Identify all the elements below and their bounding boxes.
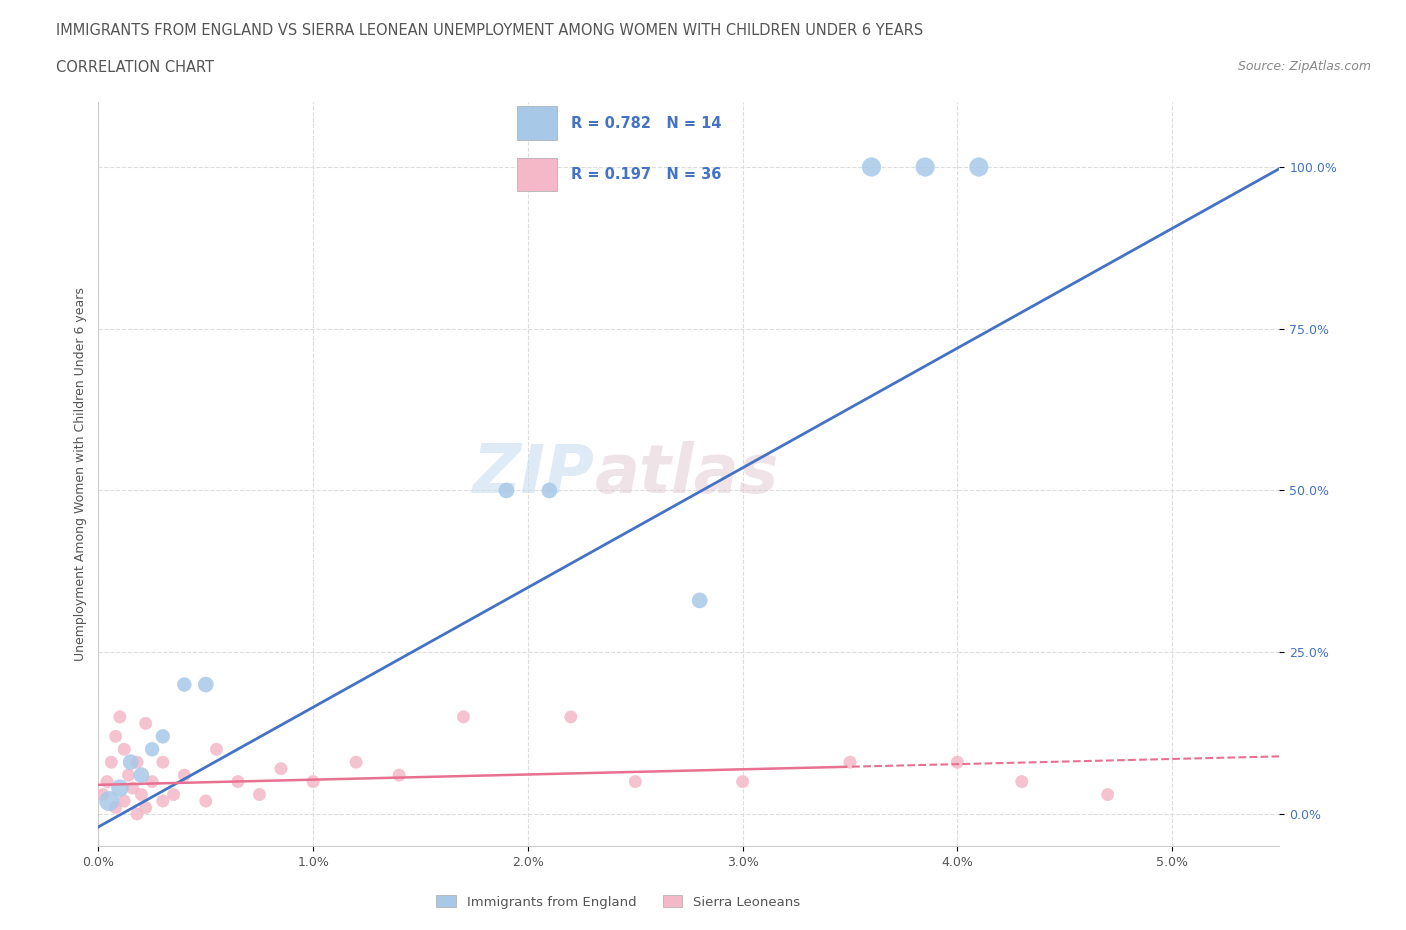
Text: ZIP: ZIP xyxy=(472,442,595,507)
Point xyxy=(96,774,118,789)
Point xyxy=(98,793,121,808)
Point xyxy=(117,767,139,782)
Y-axis label: Unemployment Among Women with Children Under 6 years: Unemployment Among Women with Children U… xyxy=(75,287,87,661)
Point xyxy=(226,774,249,789)
Point xyxy=(152,729,174,744)
Point xyxy=(121,780,143,795)
Point xyxy=(731,774,754,789)
FancyBboxPatch shape xyxy=(517,106,557,140)
Point xyxy=(270,762,292,777)
Point xyxy=(112,793,135,808)
Point xyxy=(1097,787,1119,802)
Point xyxy=(108,780,131,795)
Point xyxy=(162,787,184,802)
Text: Source: ZipAtlas.com: Source: ZipAtlas.com xyxy=(1237,60,1371,73)
Text: R = 0.197   N = 36: R = 0.197 N = 36 xyxy=(571,167,721,182)
Point xyxy=(495,483,517,498)
Point xyxy=(152,793,174,808)
Point xyxy=(152,755,174,770)
Point xyxy=(388,767,411,782)
Text: IMMIGRANTS FROM ENGLAND VS SIERRA LEONEAN UNEMPLOYMENT AMONG WOMEN WITH CHILDREN: IMMIGRANTS FROM ENGLAND VS SIERRA LEONEA… xyxy=(56,23,924,38)
Point xyxy=(914,160,936,175)
Point xyxy=(125,806,148,821)
Point xyxy=(131,767,153,782)
Point xyxy=(108,710,131,724)
Text: R = 0.782   N = 14: R = 0.782 N = 14 xyxy=(571,115,721,130)
Point xyxy=(141,774,163,789)
Point xyxy=(302,774,325,789)
Text: CORRELATION CHART: CORRELATION CHART xyxy=(56,60,214,75)
Point xyxy=(100,755,122,770)
Point xyxy=(135,800,157,815)
Point xyxy=(1011,774,1033,789)
FancyBboxPatch shape xyxy=(517,158,557,192)
Point xyxy=(112,742,135,757)
Point xyxy=(104,800,127,815)
Point xyxy=(194,677,217,692)
Point xyxy=(538,483,561,498)
Point xyxy=(453,710,475,724)
Point xyxy=(967,160,990,175)
Point xyxy=(344,755,367,770)
Legend: Immigrants from England, Sierra Leoneans: Immigrants from England, Sierra Leoneans xyxy=(430,890,806,914)
Point xyxy=(131,787,153,802)
Point xyxy=(104,729,127,744)
Point xyxy=(173,767,195,782)
Point xyxy=(205,742,228,757)
Point xyxy=(839,755,862,770)
Text: atlas: atlas xyxy=(595,442,779,507)
Point xyxy=(249,787,271,802)
Point xyxy=(860,160,883,175)
Point xyxy=(91,787,114,802)
Point xyxy=(560,710,582,724)
Point xyxy=(135,716,157,731)
Point xyxy=(173,677,195,692)
Point xyxy=(120,755,142,770)
Point xyxy=(946,755,969,770)
Point xyxy=(194,793,217,808)
Point xyxy=(689,593,711,608)
Point xyxy=(125,755,148,770)
Point xyxy=(624,774,647,789)
Point xyxy=(141,742,163,757)
